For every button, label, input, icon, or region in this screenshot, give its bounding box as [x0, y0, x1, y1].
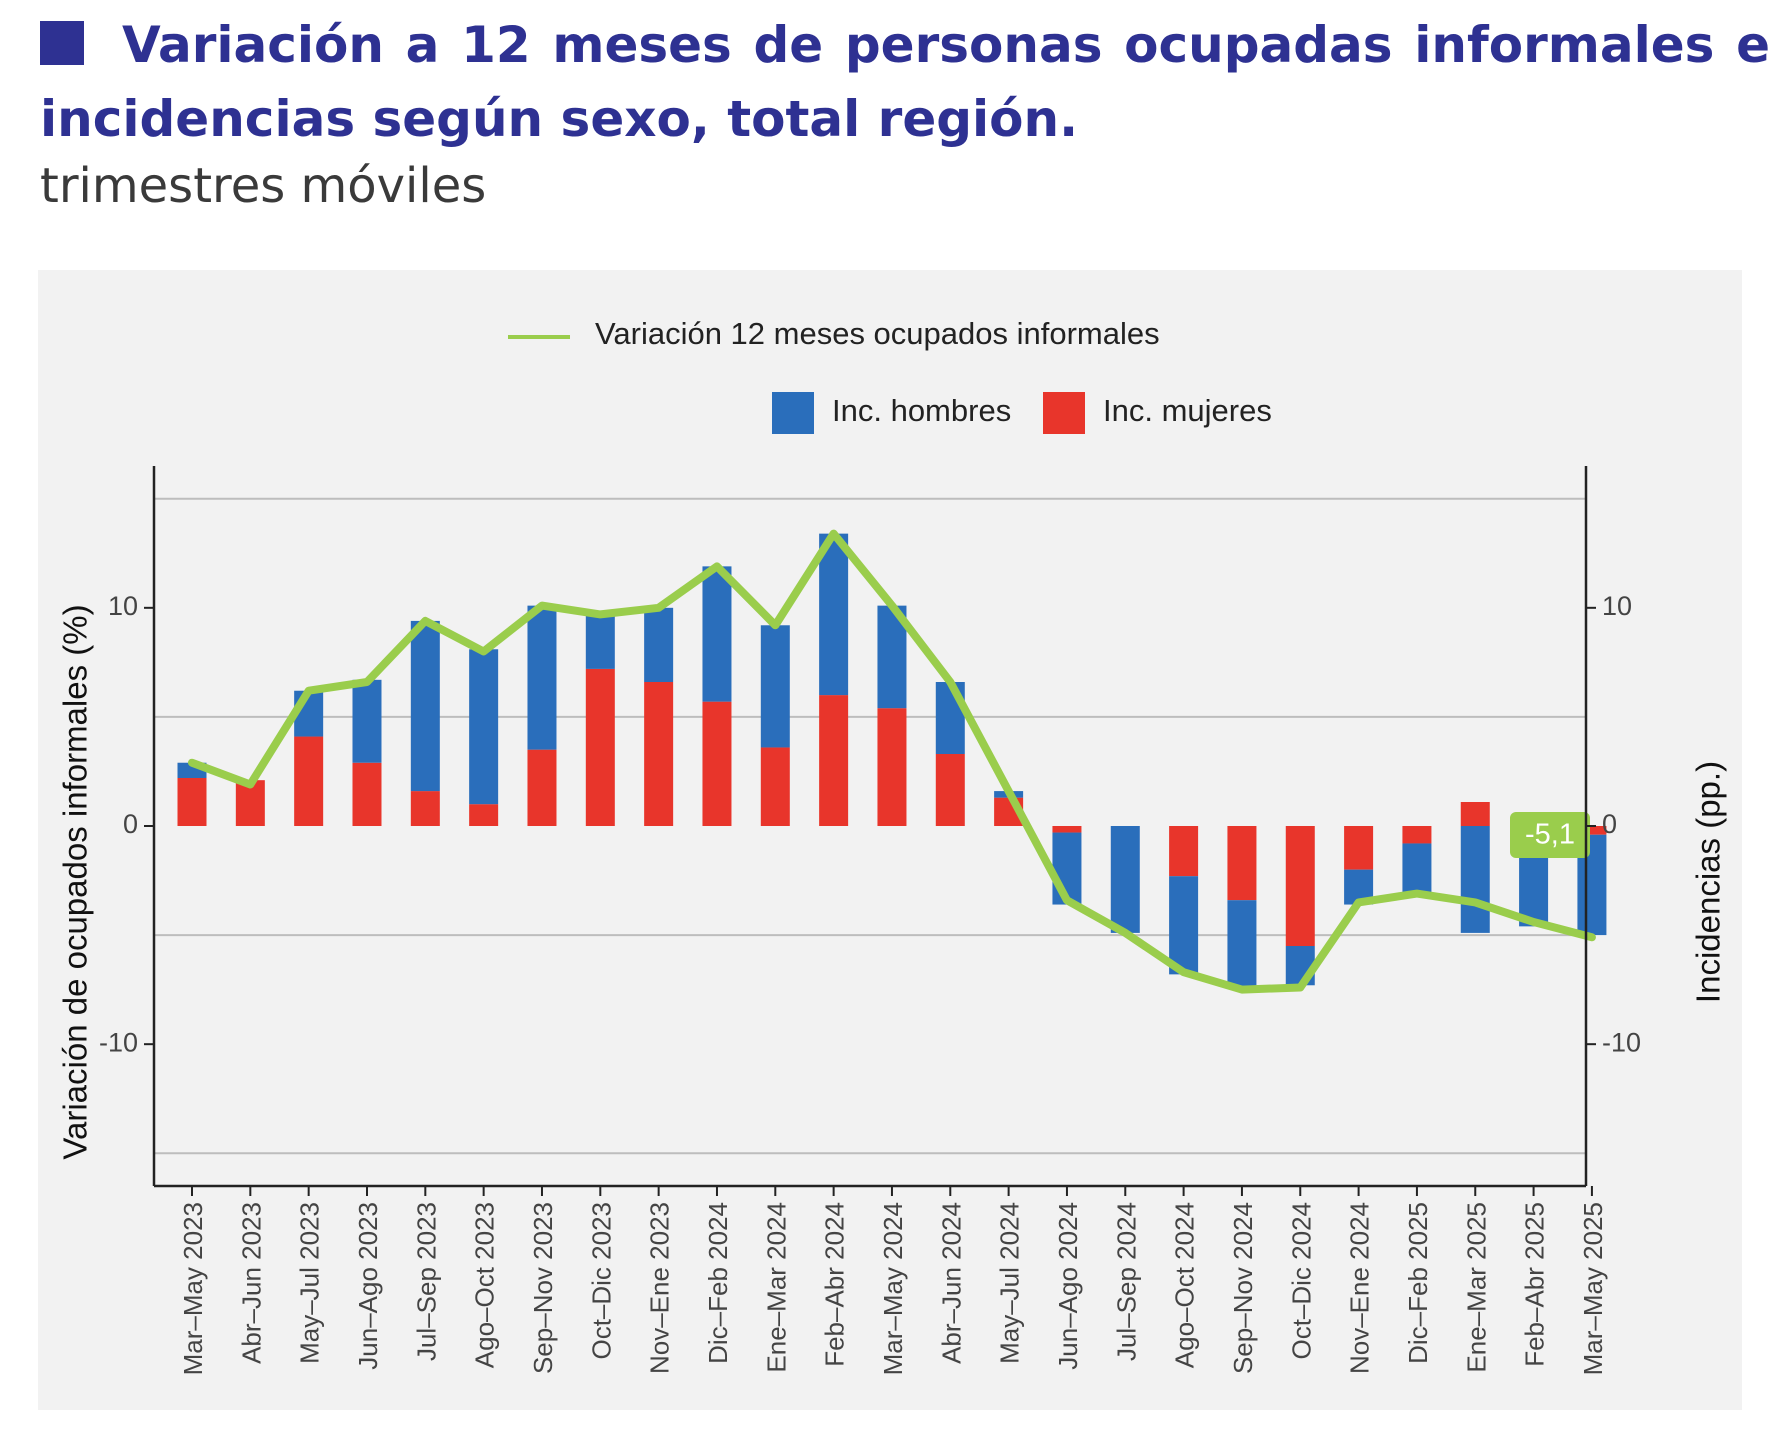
bar-women: [760, 747, 790, 826]
y-tick-label-right: 0: [1602, 809, 1617, 839]
bar-men: [702, 566, 732, 702]
x-tick-label: Jul–Sep 2023: [411, 1202, 441, 1361]
bar-women: [1285, 826, 1315, 946]
x-tick-label: Nov–Ene 2023: [645, 1202, 675, 1374]
x-tick-label: Dic–Feb 2024: [703, 1202, 733, 1364]
bar-men: [819, 533, 849, 696]
bar-women: [1402, 826, 1432, 844]
x-tick-label: Sep–Nov 2023: [528, 1202, 558, 1374]
chart-svg: Variación 12 meses ocupados informales I…: [57, 316, 1727, 1375]
legend: Variación 12 meses ocupados informales I…: [508, 316, 1272, 434]
bar-women: [819, 695, 849, 826]
legend-men-swatch: [772, 392, 814, 434]
bar-men: [352, 679, 382, 763]
y-axis-label-right: Incidencias (pp.): [1690, 761, 1727, 1003]
x-tick-label: Ago–Oct 2023: [470, 1202, 500, 1368]
x-tick-labels: Mar–May 2023 Abr–Jun 2023 May–Jul 2023 Jun–…: [178, 1186, 1608, 1375]
legend-men-label: Inc. hombres: [832, 393, 1011, 428]
x-tick-label: Ago–Oct 2024: [1170, 1202, 1200, 1368]
bar-women: [1577, 826, 1607, 835]
x-tick-label: Abr–Jun 2023: [236, 1202, 266, 1364]
x-tick-label: Jun–Ago 2024: [1053, 1202, 1083, 1370]
bar-women: [877, 708, 907, 826]
x-tick-label: Ene–Mar 2025: [1461, 1202, 1491, 1373]
bar-men: [1402, 843, 1432, 894]
chart-title-text: Variación a 12 meses de personas ocupada…: [40, 16, 1770, 148]
bar-men: [760, 625, 790, 748]
x-tick-label: May–Jul 2023: [295, 1202, 325, 1364]
bar-women: [469, 804, 499, 826]
y-tick-label-right: 10: [1602, 591, 1632, 621]
x-tick-label: Sep–Nov 2024: [1228, 1202, 1258, 1374]
bar-women: [1169, 826, 1199, 877]
bar-men: [469, 649, 499, 805]
bar-women: [352, 762, 382, 826]
bar-women: [177, 778, 207, 826]
bar-men: [527, 605, 557, 750]
x-tick-label: Feb–Abr 2025: [1520, 1202, 1550, 1367]
chart-title: Variación a 12 meses de personas ocupada…: [40, 8, 1770, 156]
bar-men: [1460, 826, 1490, 933]
bar-women: [1052, 826, 1082, 833]
x-tick-label: Abr–Jun 2024: [936, 1202, 966, 1364]
bar-men: [410, 620, 440, 792]
last-value-label: -5,1: [1525, 819, 1575, 851]
x-tick-label: Mar–May 2025: [1578, 1202, 1608, 1375]
y-tick-label-left: 10: [108, 591, 138, 621]
bar-women: [1460, 802, 1490, 826]
x-tick-label: Oct–Dic 2024: [1286, 1202, 1316, 1360]
x-tick-label: Feb–Abr 2024: [820, 1202, 850, 1367]
bar-women: [294, 736, 324, 826]
title-block: Variación a 12 meses de personas ocupada…: [40, 8, 1770, 216]
bar-women: [702, 701, 732, 826]
legend-women-label: Inc. mujeres: [1103, 393, 1272, 428]
bar-women: [1227, 826, 1257, 901]
legend-women-swatch: [1043, 392, 1085, 434]
series-line: [188, 529, 1596, 994]
x-tick-label: Jul–Sep 2024: [1111, 1202, 1141, 1361]
y-tick-label-left: -10: [99, 1027, 138, 1057]
title-square-icon: [40, 21, 84, 65]
y-tick-label-right: -10: [1602, 1027, 1641, 1057]
x-tick-label: Jun–Ago 2023: [353, 1202, 383, 1370]
bar-men: [585, 614, 615, 669]
x-tick-label: Nov–Ene 2024: [1345, 1202, 1375, 1374]
chart-subtitle: trimestres móviles: [40, 158, 487, 214]
x-tick-label: Mar–May 2024: [878, 1202, 908, 1375]
x-tick-label: May–Jul 2024: [995, 1202, 1025, 1364]
line-series: -5,1: [188, 529, 1596, 994]
bar-men: [1227, 900, 1257, 988]
bar-women: [410, 791, 440, 826]
bar-men: [1519, 847, 1549, 927]
bar-men: [1169, 876, 1199, 975]
chart-panel: Variación 12 meses ocupados informales I…: [38, 270, 1742, 1410]
bar-women: [585, 668, 615, 826]
bar-men: [1110, 826, 1140, 933]
bar-women: [1344, 826, 1374, 870]
bar-men: [644, 607, 674, 682]
bar-women: [644, 682, 674, 826]
x-tick-label: Dic–Feb 2025: [1403, 1202, 1433, 1364]
x-tick-label: Oct–Dic 2023: [586, 1202, 616, 1360]
bars: [177, 533, 1607, 988]
axes: -10 -10 0 0 10 10: [99, 466, 1641, 1188]
gridlines: [154, 497, 1586, 1155]
last-value-badge: [1510, 812, 1590, 858]
legend-line-label: Variación 12 meses ocupados informales: [595, 316, 1160, 351]
y-tick-label-left: 0: [123, 809, 138, 839]
x-tick-label: Ene–Mar 2024: [761, 1202, 791, 1373]
y-axis-label-left: Variación de ocupados informales (%): [57, 604, 94, 1159]
bar-women: [527, 749, 557, 826]
bar-women: [935, 754, 965, 826]
x-tick-label: Mar–May 2023: [178, 1202, 208, 1375]
